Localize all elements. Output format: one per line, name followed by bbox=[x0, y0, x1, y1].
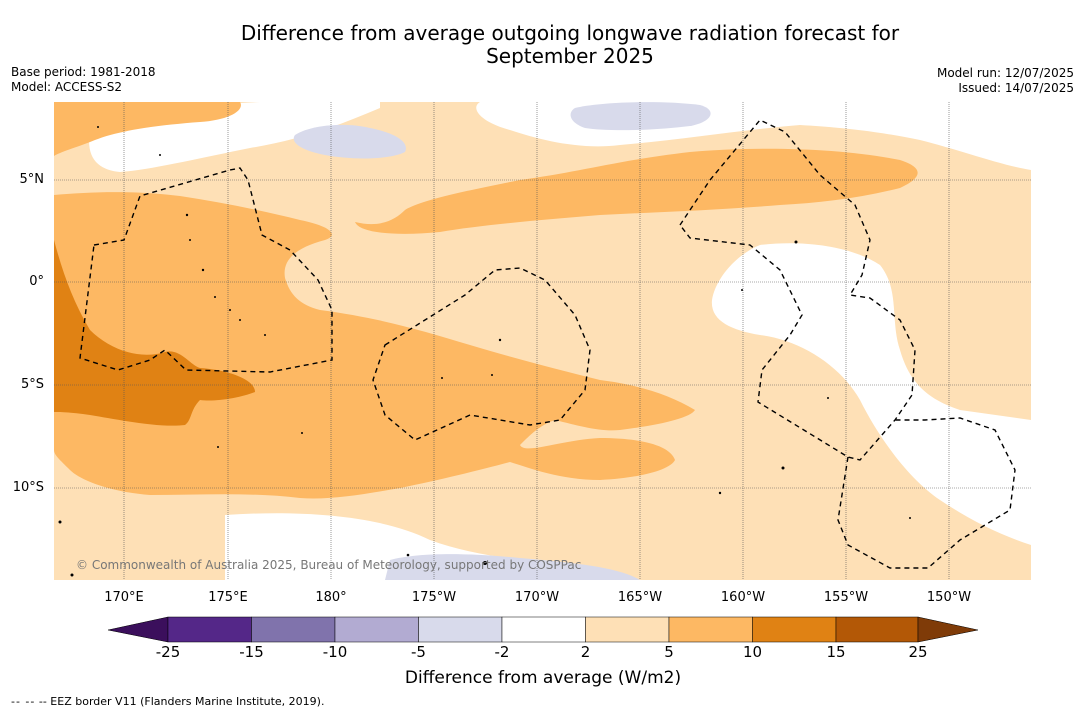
map-title: Difference from average outgoing longwav… bbox=[0, 22, 1085, 68]
eez-phoenix bbox=[372, 267, 591, 441]
issued-date: Issued: 14/07/2025 bbox=[958, 81, 1074, 95]
colorbar-tick-label: 2 bbox=[580, 643, 591, 661]
lat-label: 10°S bbox=[12, 480, 44, 495]
colorbar-tick-label: -2 bbox=[494, 643, 510, 661]
colorbar-title: Difference from average (W/m2) bbox=[404, 668, 682, 688]
field-negative-2 bbox=[570, 102, 711, 131]
title-line-1: Difference from average outgoing longwav… bbox=[240, 21, 900, 45]
lon-label: 180° bbox=[315, 590, 347, 605]
legend-footer-text: -- EEZ border V11 (Flanders Marine Insti… bbox=[38, 695, 325, 708]
colorbar-bin-1 bbox=[167, 616, 252, 643]
lon-label: 175°E bbox=[208, 590, 248, 605]
eez-line-islands bbox=[679, 119, 916, 461]
lon-label: 155°W bbox=[823, 590, 869, 605]
lat-label: 5°S bbox=[20, 377, 44, 392]
colorbar-tick-label: -25 bbox=[155, 643, 181, 661]
colorbar-bin-8 bbox=[752, 616, 837, 643]
colorbar-tick-label: 25 bbox=[908, 643, 928, 661]
base-period: Base period: 1981-2018 bbox=[11, 65, 156, 79]
lon-label: 170°E bbox=[104, 590, 144, 605]
eez-cook-islands bbox=[837, 417, 1016, 569]
colorbar-tick-label: 5 bbox=[664, 643, 674, 661]
colorbar-bin-7 bbox=[668, 616, 753, 643]
colorbar-tick-label: -5 bbox=[411, 643, 426, 661]
field-5-10-central bbox=[54, 192, 695, 499]
graticule bbox=[54, 102, 1031, 580]
colorbar-tick-label: 10 bbox=[742, 643, 763, 661]
lon-label: 165°W bbox=[617, 590, 663, 605]
eez-borders bbox=[79, 119, 1016, 569]
islands bbox=[58, 126, 911, 577]
colorbar-bin-6 bbox=[585, 616, 670, 643]
eez-kiribati-gilbert bbox=[79, 167, 333, 373]
field-negative-1 bbox=[293, 124, 406, 159]
dash-symbol: -- -- bbox=[11, 695, 36, 708]
colorbar-extend-max bbox=[917, 616, 979, 643]
lon-label: 160°W bbox=[720, 590, 766, 605]
field-10-15-west bbox=[54, 240, 255, 426]
meta-right: Model run: 12/07/2025 Issued: 14/07/2025 bbox=[937, 66, 1074, 96]
copyright-notice: © Commonwealth of Australia 2025, Bureau… bbox=[76, 558, 582, 572]
lon-label: 175°W bbox=[411, 590, 457, 605]
colorbar-bin-3 bbox=[334, 616, 419, 643]
legend-footer: -- -- -- EEZ border V11 (Flanders Marine… bbox=[11, 695, 324, 708]
colorbar-tick-label: 15 bbox=[826, 643, 846, 661]
colorbar-bin-2 bbox=[251, 616, 336, 643]
lon-label: 170°W bbox=[514, 590, 560, 605]
colorbar-tick-label: -10 bbox=[322, 643, 348, 661]
colorbar bbox=[107, 616, 979, 643]
field-negative-3 bbox=[385, 554, 640, 580]
title-line-2: September 2025 bbox=[486, 44, 654, 68]
map-field bbox=[54, 102, 1031, 580]
model-name: Model: ACCESS-S2 bbox=[11, 80, 123, 94]
colorbar-bin-5 bbox=[501, 616, 586, 643]
lat-label: 0° bbox=[29, 274, 44, 289]
colorbar-bin-9 bbox=[835, 616, 919, 643]
colorbar-extend-min bbox=[107, 616, 169, 643]
field-neutral-east bbox=[711, 243, 1031, 545]
meta-left: Base period: 1981-2018 Model: ACCESS-S2 bbox=[11, 65, 156, 95]
field-5-10-north-band bbox=[355, 148, 918, 234]
lat-label: 5°N bbox=[19, 172, 45, 187]
field-5-10-nw bbox=[54, 102, 241, 156]
colorbar-bin-4 bbox=[418, 616, 503, 643]
model-run: Model run: 12/07/2025 bbox=[936, 66, 1074, 80]
colorbar-tick-label: -15 bbox=[239, 643, 264, 661]
lon-label: 150°W bbox=[926, 590, 972, 605]
